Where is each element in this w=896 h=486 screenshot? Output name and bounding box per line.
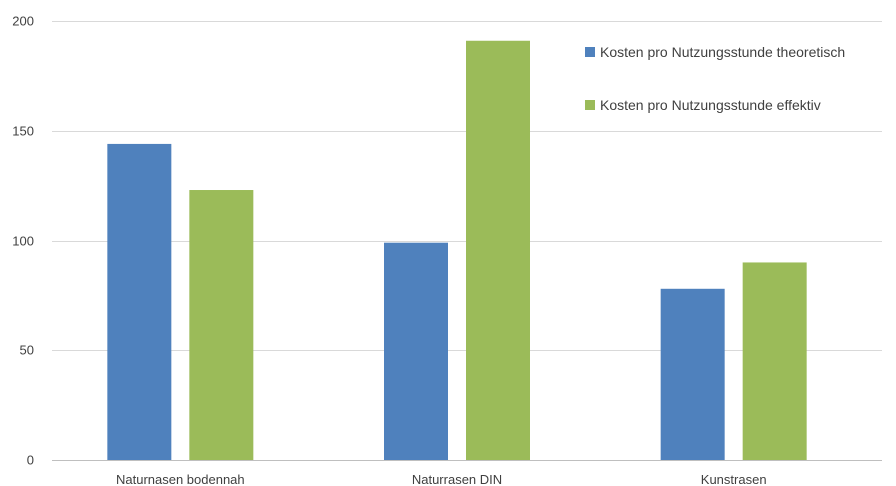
bars xyxy=(107,40,807,461)
y-tick-label: 150 xyxy=(12,124,34,139)
bar-theoretisch-1 xyxy=(384,242,448,460)
y-tick-label: 50 xyxy=(20,343,34,358)
x-category-label: Kunstrasen xyxy=(701,472,767,486)
legend-swatch xyxy=(585,47,595,57)
legend-label: Kosten pro Nutzungsstunde effektiv xyxy=(600,97,821,113)
bar-effektiv-1 xyxy=(466,40,530,460)
bar-effektiv-2 xyxy=(742,262,807,460)
legend-label: Kosten pro Nutzungsstunde theoretisch xyxy=(600,44,845,60)
legend-swatch xyxy=(585,100,595,110)
x-category-label: Naturrasen DIN xyxy=(412,472,502,486)
x-axis-categories: Naturnasen bodennah Naturrasen DIN Kunstra… xyxy=(116,472,767,486)
y-axis-ticks: 0 50 100 150 200 xyxy=(12,14,34,468)
bar-theoretisch-2 xyxy=(660,288,725,460)
bar-effektiv-0 xyxy=(189,190,254,460)
y-tick-label: 200 xyxy=(12,14,34,29)
y-tick-label: 100 xyxy=(12,234,34,249)
legend: Kosten pro Nutzungsstunde theoretisch Kos… xyxy=(585,44,845,113)
x-category-label: Naturnasen bodennah xyxy=(116,472,245,486)
y-tick-label: 0 xyxy=(27,453,34,468)
bar-theoretisch-0 xyxy=(107,143,172,461)
